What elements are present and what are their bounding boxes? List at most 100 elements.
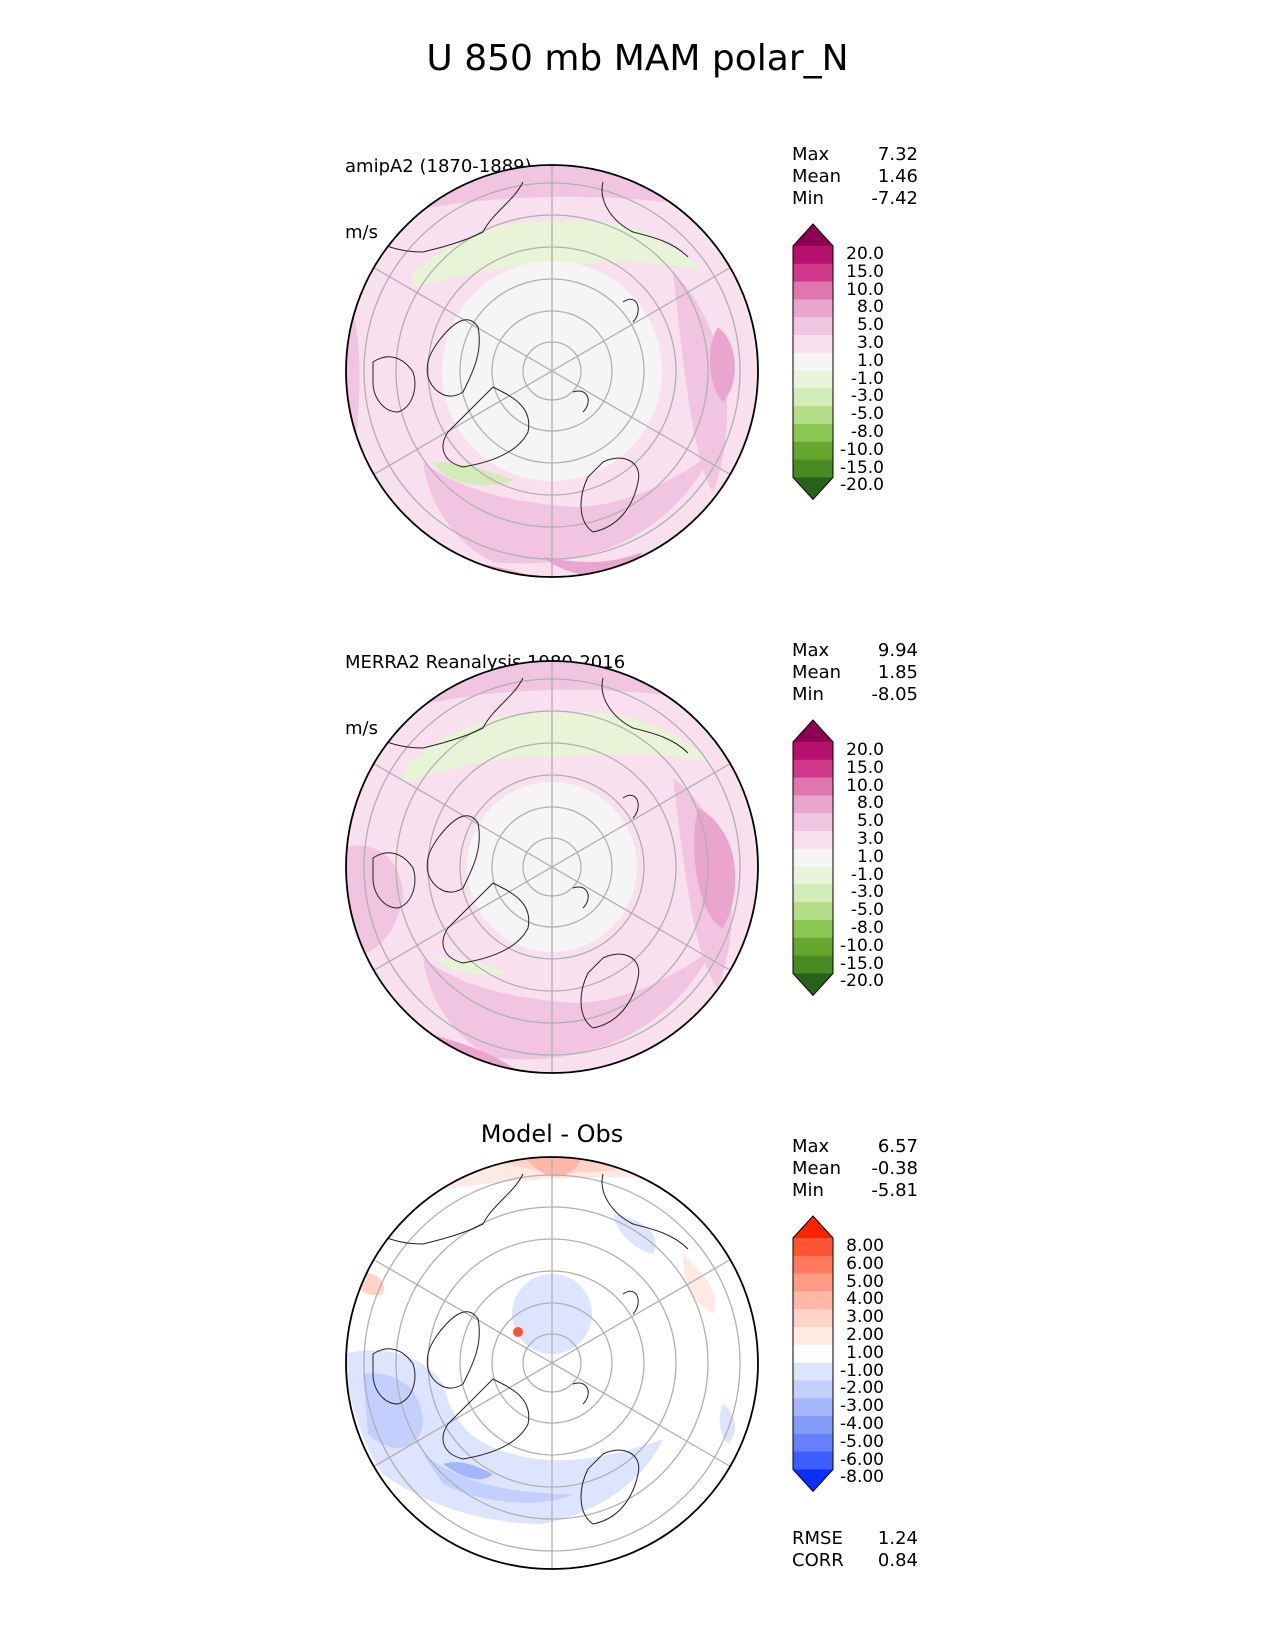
colorbar-segment bbox=[793, 831, 833, 850]
panel-2-coastlines bbox=[372, 677, 689, 1029]
colorbar-outline bbox=[792, 1215, 834, 1493]
stat-max: Max 9.94 bbox=[792, 640, 918, 661]
colorbar-segment bbox=[793, 388, 833, 407]
colorbar-segment bbox=[793, 406, 833, 425]
colorbar-tick-label: 1.0 bbox=[856, 846, 884, 867]
colorbar-tick-label: 5.0 bbox=[856, 315, 884, 336]
colorbar-tick-label: -2.00 bbox=[840, 1378, 884, 1399]
colorbar-segment bbox=[793, 1238, 833, 1257]
panel-3-graticule bbox=[363, 1157, 741, 1569]
colorbar-tick-label: 20.0 bbox=[846, 740, 884, 760]
colorbar-tick-label: -3.0 bbox=[850, 386, 884, 407]
colorbar-segment bbox=[793, 1344, 833, 1364]
colorbar-tick-label: 8.00 bbox=[846, 1236, 884, 1256]
colorbar-outline bbox=[792, 719, 834, 997]
panel-1-units: m/s bbox=[345, 222, 378, 243]
stat-min: Min -8.05 bbox=[792, 684, 918, 705]
stat-min: Min -5.81 bbox=[792, 1180, 918, 1201]
colorbar-segment bbox=[793, 1309, 833, 1328]
colorbar-tick-label: -20.0 bbox=[840, 475, 884, 496]
colorbar-tick-label: -1.0 bbox=[850, 864, 884, 885]
colorbar-tick-label: -6.00 bbox=[840, 1449, 884, 1470]
colorbar-tick-label: -4.00 bbox=[840, 1413, 884, 1434]
colorbar-min-extension bbox=[793, 477, 833, 500]
colorbar-max-extension bbox=[793, 1216, 833, 1238]
panel-1-colorbar-ticks: 20.0 15.0 10.0 8.0 5.0 3.0 1.0 -1.0 -3.0 -5.0 -8.0… bbox=[828, 244, 884, 496]
colorbar-segment bbox=[793, 884, 833, 903]
colorbar-segment bbox=[793, 1380, 833, 1399]
colorbar-tick-label: -3.0 bbox=[850, 882, 884, 903]
colorbar-tick-label: 3.00 bbox=[846, 1307, 884, 1328]
colorbar-max-extension bbox=[793, 224, 833, 246]
colorbar-tick-label: 10.0 bbox=[846, 279, 884, 300]
colorbar-tick-label: 1.00 bbox=[846, 1342, 884, 1363]
panel-2-colorbar bbox=[792, 719, 834, 997]
colorbar-tick-label: 2.00 bbox=[846, 1324, 884, 1345]
colorbar-segment bbox=[793, 459, 833, 478]
colorbar-max-extension bbox=[793, 720, 833, 742]
stat-max: Max 6.57 bbox=[792, 1136, 918, 1157]
panel-3-polar-map bbox=[345, 1156, 759, 1570]
colorbar-segment bbox=[793, 955, 833, 974]
colorbar-segment bbox=[793, 1362, 833, 1381]
colorbar-tick-label: 1.0 bbox=[856, 350, 884, 371]
colorbar-tick-label: 3.0 bbox=[856, 332, 884, 353]
panel-3-colorbar-ticks: 8.00 6.00 5.00 4.00 3.00 2.00 1.00 -1.00 -2.00 -3… bbox=[828, 1236, 884, 1488]
colorbar-tick-label: 10.0 bbox=[846, 775, 884, 796]
stat-mean: Mean -0.38 bbox=[792, 1158, 918, 1179]
colorbar-segment bbox=[793, 848, 833, 868]
colorbar-tick-label: 3.0 bbox=[856, 828, 884, 849]
colorbar-segment bbox=[793, 920, 833, 939]
colorbar-segment bbox=[793, 1327, 833, 1346]
colorbar-tick-label: -5.0 bbox=[850, 900, 884, 921]
stat-rmse: RMSE 1.24 bbox=[792, 1528, 918, 1549]
panel-3-title: Model - Obs bbox=[480, 1120, 624, 1148]
colorbar-tick-label: -20.0 bbox=[840, 971, 884, 992]
colorbar-segment bbox=[793, 281, 833, 300]
panel-2-units: m/s bbox=[345, 718, 378, 739]
colorbar-segment bbox=[793, 1433, 833, 1453]
stat-corr: CORR 0.84 bbox=[792, 1550, 918, 1571]
panel-3-stats: Max 6.57 Mean -0.38 Min -5.81 bbox=[792, 1136, 918, 1202]
panel-2-stats: Max 9.94 Mean 1.85 Min -8.05 bbox=[792, 640, 918, 706]
colorbar-segment bbox=[793, 1416, 833, 1435]
panel-3-map-boundary bbox=[345, 1156, 759, 1570]
colorbar-outline bbox=[792, 223, 834, 501]
panel-1-colorbar bbox=[792, 223, 834, 501]
colorbar-tick-label: -15.0 bbox=[840, 953, 884, 974]
colorbar-tick-label: 5.00 bbox=[846, 1271, 884, 1292]
stat-min: Min -7.42 bbox=[792, 188, 918, 209]
colorbar-tick-label: 20.0 bbox=[846, 244, 884, 264]
colorbar-tick-label: -5.00 bbox=[840, 1431, 884, 1452]
colorbar-segment bbox=[793, 1291, 833, 1310]
colorbar-tick-label: -8.0 bbox=[850, 917, 884, 938]
colorbar-segment bbox=[793, 1255, 833, 1275]
panel-2-graticule bbox=[363, 661, 741, 1073]
panel-1-polar-map bbox=[345, 164, 759, 578]
panel-1-map-boundary bbox=[345, 164, 759, 578]
panel-3-extra-stats: RMSE 1.24 CORR 0.84 bbox=[792, 1528, 918, 1572]
figure-title: U 850 mb MAM polar_N bbox=[426, 38, 849, 79]
colorbar-tick-label: -10.0 bbox=[840, 439, 884, 460]
panel-3-coastlines bbox=[372, 1173, 689, 1525]
colorbar-segment bbox=[793, 335, 833, 354]
colorbar-tick-label: -3.00 bbox=[840, 1396, 884, 1417]
colorbar-segment bbox=[793, 370, 833, 389]
colorbar-segment bbox=[793, 441, 833, 461]
colorbar-segment bbox=[793, 759, 833, 779]
colorbar-segment bbox=[793, 317, 833, 336]
colorbar-segment bbox=[793, 1398, 833, 1417]
colorbar-tick-label: -5.0 bbox=[850, 404, 884, 425]
colorbar-tick-label: 8.0 bbox=[856, 297, 884, 318]
colorbar-tick-label: 4.00 bbox=[846, 1289, 884, 1310]
colorbar-segment bbox=[793, 263, 833, 283]
colorbar-tick-label: 6.00 bbox=[846, 1253, 884, 1274]
colorbar-tick-label: 5.0 bbox=[856, 811, 884, 832]
stat-max: Max 7.32 bbox=[792, 144, 918, 165]
colorbar-segment bbox=[793, 866, 833, 885]
colorbar-segment bbox=[793, 937, 833, 957]
panel-1-graticule bbox=[363, 165, 741, 577]
colorbar-tick-label: 15.0 bbox=[846, 261, 884, 282]
colorbar-segment bbox=[793, 813, 833, 832]
colorbar-tick-label: -8.00 bbox=[840, 1467, 884, 1488]
